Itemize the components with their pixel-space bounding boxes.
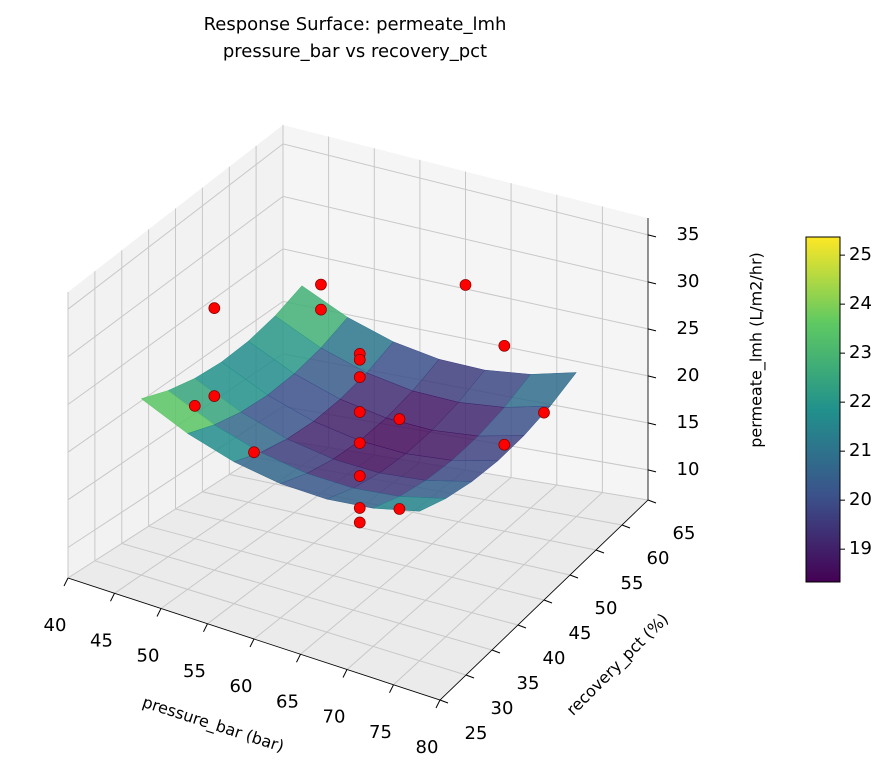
axes: 4045505560657075802530354045505560651015…	[44, 218, 700, 758]
grid-line	[67, 195, 649, 358]
y-tick	[491, 649, 501, 654]
data-point	[459, 279, 472, 291]
z-tick	[647, 422, 657, 426]
colorbar-tick-label: 24	[849, 293, 872, 314]
x-tick	[203, 623, 208, 632]
data-point	[353, 353, 366, 366]
y-tick	[621, 524, 631, 529]
data-point	[353, 502, 366, 514]
grid-line	[121, 250, 493, 651]
data-point	[353, 406, 366, 418]
x-tick-label: 75	[369, 722, 392, 743]
chart-title: Response Surface: permeate_lmh	[204, 14, 507, 35]
floor-pane	[68, 440, 648, 700]
y-tick-label: 50	[595, 598, 618, 619]
chart-subtitle: pressure_bar vs recovery_pct	[223, 41, 487, 62]
x-tick-label: 60	[230, 676, 253, 697]
colorbar-tick-label: 22	[849, 391, 872, 412]
y-tick	[543, 599, 553, 604]
z-tick-label: 15	[677, 412, 700, 433]
data-point	[498, 438, 511, 451]
colorbar-tick-label: 23	[849, 342, 872, 363]
z-tick	[647, 234, 657, 238]
x-tick-label: 80	[416, 737, 439, 758]
x-tick-label: 65	[276, 691, 299, 712]
z-tick	[647, 375, 657, 379]
y-tick	[465, 674, 475, 679]
grid-line	[67, 143, 649, 310]
grid-line	[67, 248, 649, 405]
data-point	[353, 371, 366, 383]
data-point	[353, 470, 366, 482]
x-tick	[110, 593, 115, 602]
x-tick-label: 55	[183, 661, 206, 682]
grid-line	[67, 300, 649, 453]
grid-line	[175, 208, 545, 601]
z-axis-label: permeate_lmh (L/m2/hr)	[747, 252, 767, 448]
z-tick-label: 20	[677, 365, 700, 386]
y-tick	[439, 699, 449, 704]
y-tick	[517, 624, 527, 629]
y-tick-label: 25	[465, 723, 488, 744]
surface	[140, 285, 577, 512]
data-point	[208, 390, 221, 402]
x-tick	[435, 699, 441, 709]
data-point	[248, 446, 260, 459]
x-tick-label: 45	[90, 630, 113, 651]
y-tick	[647, 499, 657, 504]
x-tick	[63, 577, 69, 587]
colorbar-tick-label: 19	[849, 538, 872, 559]
y-tick-label: 55	[621, 573, 644, 594]
colorbar: 19 20 21 22 23 24 25	[805, 236, 872, 583]
z-tick	[647, 281, 657, 285]
data-point	[208, 302, 221, 314]
x-tick-label: 40	[44, 615, 67, 636]
colorbar-tick-label: 20	[849, 489, 872, 510]
grid-line	[201, 187, 571, 576]
data-point	[538, 406, 550, 419]
y-tick-label: 60	[647, 548, 670, 569]
colorbar-tick-label: 25	[849, 244, 872, 265]
y-tick-label: 45	[569, 623, 592, 644]
x-tick-label: 70	[323, 707, 346, 728]
scatter	[188, 278, 550, 529]
x-tick	[156, 608, 162, 617]
z-tick	[647, 469, 657, 473]
data-point	[393, 413, 406, 425]
colorbar-fill	[805, 236, 841, 583]
data-point	[315, 303, 327, 316]
data-point	[188, 400, 201, 412]
y-tick	[569, 574, 579, 579]
data-point	[393, 503, 406, 515]
y-tick	[595, 549, 605, 554]
data-point	[498, 339, 511, 352]
z-tick-label: 35	[677, 224, 700, 245]
x-tick	[389, 684, 394, 693]
y-tick-label: 65	[673, 523, 696, 544]
colorbar-tick-label: 21	[849, 440, 872, 461]
grid-line	[148, 229, 519, 626]
grid-line	[94, 271, 467, 676]
x-tick-label: 50	[137, 646, 160, 667]
grid-line	[228, 166, 597, 551]
z-tick	[647, 328, 657, 332]
data-point	[353, 437, 366, 449]
y-tick-label: 30	[491, 698, 514, 719]
z-tick-label: 10	[677, 459, 700, 480]
y-tick-label: 40	[543, 648, 566, 669]
data-point	[315, 278, 327, 291]
y-tick-label: 35	[517, 673, 540, 694]
x-tick	[296, 654, 301, 663]
data-point	[353, 516, 366, 529]
z-tick-label: 30	[677, 271, 700, 292]
z-tick-label: 25	[677, 318, 700, 339]
axis-line	[67, 218, 649, 701]
x-tick	[249, 638, 255, 648]
x-axis-label: pressure_bar (bar)	[140, 692, 287, 757]
x-tick	[342, 669, 348, 678]
